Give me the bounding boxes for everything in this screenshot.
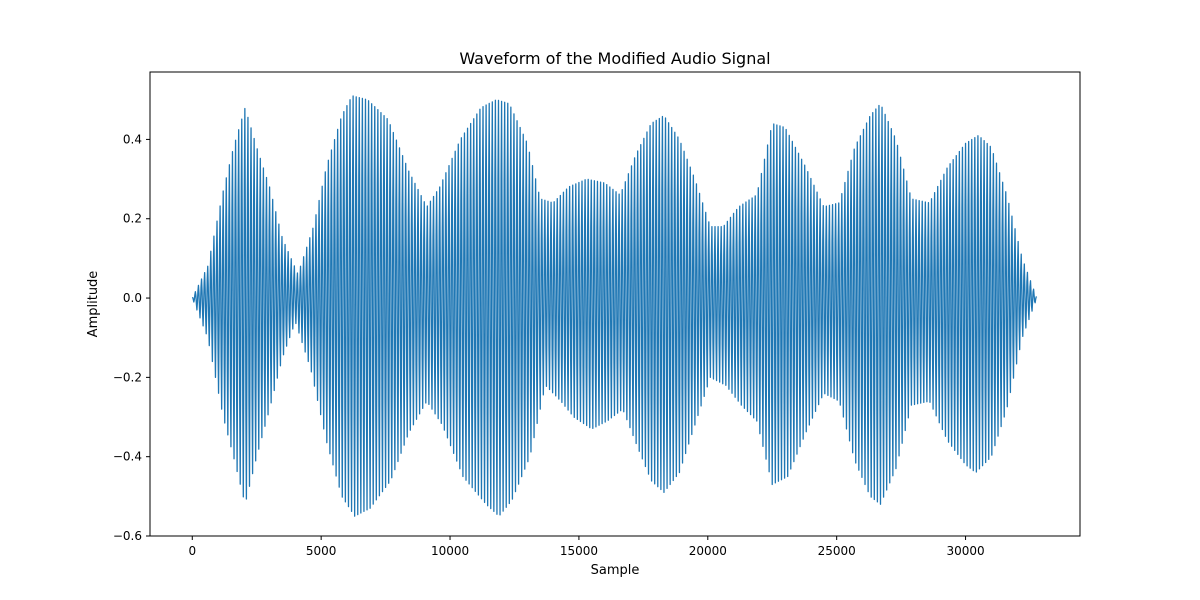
chart-title: Waveform of the Modified Audio Signal [459, 49, 770, 68]
y-tick-label: 0.2 [123, 212, 142, 226]
y-tick-label: −0.6 [113, 529, 142, 543]
y-axis: −0.6 −0.4 −0.2 0.0 0.2 0.4 [113, 132, 150, 543]
x-tick-label: 15000 [560, 544, 598, 558]
x-axis: 0 5000 10000 15000 20000 25000 30000 [188, 536, 985, 558]
y-tick-label: 0.0 [123, 291, 142, 305]
waveform-line [191, 95, 1038, 517]
x-tick-label: 5000 [306, 544, 337, 558]
x-tick-label: 25000 [818, 544, 856, 558]
y-tick-label: −0.4 [113, 450, 142, 464]
x-tick-label: 0 [188, 544, 196, 558]
series-layer [191, 95, 1038, 517]
x-axis-label: Sample [591, 563, 640, 578]
plot-frame [149, 71, 1081, 537]
y-tick-label: 0.4 [123, 132, 142, 146]
x-tick-label: 10000 [431, 544, 469, 558]
x-tick-label: 30000 [946, 544, 984, 558]
y-tick-label: −0.2 [113, 370, 142, 384]
plot-area [191, 95, 1038, 517]
y-axis-label: Amplitude [86, 271, 101, 338]
x-tick-label: 20000 [689, 544, 727, 558]
